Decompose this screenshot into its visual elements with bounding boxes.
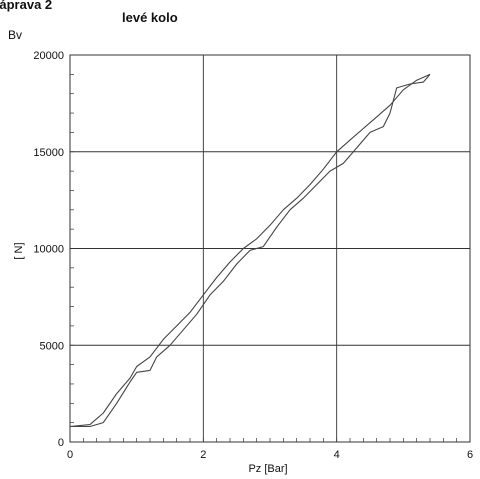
y-tick-label: 20000 [33,50,64,62]
x-tick-label: 6 [467,449,473,461]
y-tick-label: 5000 [40,340,64,352]
y-tick-label: 10000 [33,244,64,256]
grid [69,54,471,443]
x-tick-label: 0 [67,449,73,461]
tick-labels: 0 5000 10000 15000 20000 0 2 4 6 [33,50,473,461]
series-line-1 [69,73,431,428]
chart-title: levé kolo [122,10,178,25]
y-tick-label: 15000 [33,147,64,159]
y-tick-label: 0 [58,437,64,449]
y-axis-name: Bv [8,28,23,42]
page-title: Náprava 2 [0,0,53,12]
x-tick-label: 4 [334,449,340,461]
series-layer [69,73,431,428]
series-line-2 [70,74,431,428]
x-tick-label: 2 [200,449,206,461]
x-axis-label: Pz [Bar] [248,463,287,475]
y-axis-label: [ N] [13,242,25,259]
